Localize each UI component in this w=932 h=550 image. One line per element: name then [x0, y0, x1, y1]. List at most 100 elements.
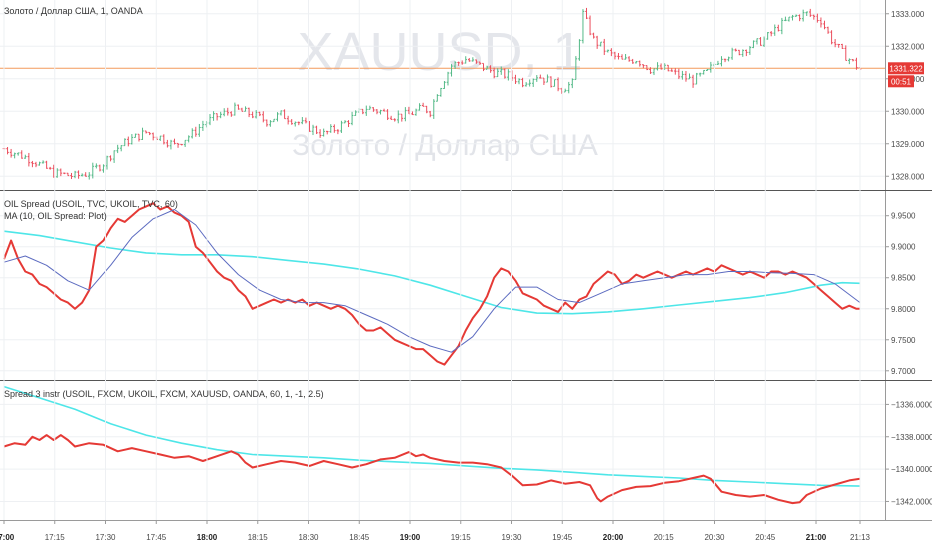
candle [592, 32, 595, 39]
candle [542, 77, 546, 85]
candle [105, 155, 109, 170]
candle [777, 24, 780, 32]
candle [389, 115, 393, 120]
candle [620, 54, 624, 60]
candle [471, 57, 475, 62]
time-tick-label: 17:15 [45, 533, 66, 542]
oil-spread-tick-label: 9.7000 [891, 367, 916, 376]
candle [141, 127, 144, 140]
candle [169, 139, 173, 150]
candle [148, 131, 151, 136]
oil-spread-series-spread[interactable] [3, 202, 860, 366]
candle [70, 172, 73, 180]
candle [499, 66, 503, 75]
candle [837, 43, 840, 48]
time-axis[interactable]: 17:00 17:15 17:30 17:45 18:00 18:15 18:30 18:45… [0, 0, 871, 542]
time-tick-label: 20:15 [654, 533, 675, 542]
candle [212, 111, 215, 121]
candle [80, 173, 84, 177]
candle [695, 72, 698, 85]
oil-spread-series-ma_long[interactable] [3, 230, 861, 315]
candle [549, 76, 553, 88]
time-tick-label: 21:00 [806, 533, 827, 542]
candle [396, 110, 400, 124]
candle [421, 102, 425, 107]
candle [283, 109, 286, 120]
candle [198, 123, 201, 137]
countdown-label: 00:51 [891, 77, 912, 86]
candle [812, 14, 816, 20]
candle [27, 152, 31, 167]
candle [59, 168, 63, 177]
candle [436, 94, 439, 102]
candle [290, 119, 294, 125]
ma-legend[interactable]: MA (10, OIL Spread: Plot) [4, 211, 107, 221]
oil-spread-legend[interactable]: OIL Spread (USOIL, TVC, UKOIL, TVC, 60) [4, 199, 178, 209]
time-tick-label: 19:00 [400, 533, 421, 542]
candle [16, 152, 20, 156]
candle [222, 108, 226, 117]
candle [766, 32, 769, 40]
symbol-legend[interactable]: Золото / Доллар США, 1, OANDA [4, 6, 143, 16]
candle [261, 111, 265, 123]
candle [137, 133, 141, 142]
candle [450, 64, 453, 77]
watermark-symbol: XAUUSD, 1 [297, 22, 582, 82]
candle [656, 62, 659, 71]
candle [691, 74, 695, 88]
candle [9, 148, 13, 158]
candle [748, 45, 752, 55]
time-tick-label: 19:15 [451, 533, 472, 542]
candle [219, 111, 222, 119]
time-tick-label: 18:00 [197, 533, 218, 542]
candle [127, 136, 130, 147]
oil-spread-tick-label: 9.8000 [891, 305, 916, 314]
candle [794, 14, 798, 17]
candle [681, 70, 684, 80]
time-tick-label: 21:13 [850, 533, 871, 542]
candle [492, 67, 496, 79]
oil-spread-tick-label: 9.7500 [891, 336, 916, 345]
candle [244, 106, 247, 112]
oil-spread-series-ma10[interactable] [3, 209, 861, 353]
candle [595, 35, 599, 49]
candle [599, 41, 603, 47]
spread-3-instr-series-spread3[interactable] [3, 434, 861, 505]
time-tick-label: 19:45 [552, 533, 573, 542]
spread-3-instr-legend[interactable]: Spread 3 instr (USOIL, FXCM, UKOIL, FXCM… [4, 389, 324, 399]
candle [531, 78, 535, 87]
candle [720, 56, 723, 67]
candle [95, 163, 98, 169]
candle [265, 119, 269, 127]
time-tick-label: 20:45 [755, 533, 776, 542]
candle [514, 74, 517, 84]
candle [752, 40, 755, 49]
spread-3-instr-pane[interactable]: −1336.0000 −1338.0000 −1340.0000 −1342.0000 [0, 385, 932, 507]
time-tick-label: 17:00 [0, 533, 15, 542]
candle [73, 170, 77, 179]
watermark-name: Золото / Доллар США [292, 129, 598, 162]
candle [848, 58, 851, 65]
candle [24, 154, 27, 159]
oil-spread-pane[interactable]: 9.9500 9.9000 9.8500 9.8000 9.7500 9.7000 [0, 202, 916, 376]
candle [489, 65, 492, 73]
candle [208, 114, 212, 126]
candle [645, 65, 649, 71]
candle [173, 138, 176, 145]
candle [784, 16, 787, 22]
candle [659, 63, 663, 70]
candle [158, 135, 162, 141]
candle [418, 103, 421, 111]
candle [539, 74, 542, 79]
candle [769, 31, 773, 37]
candle [368, 105, 372, 110]
candle [521, 77, 524, 88]
candle [297, 121, 301, 126]
candle [755, 38, 759, 45]
candle [467, 57, 471, 62]
candle [230, 111, 233, 117]
candle [247, 107, 251, 118]
candle [556, 77, 560, 92]
candle [507, 69, 510, 81]
